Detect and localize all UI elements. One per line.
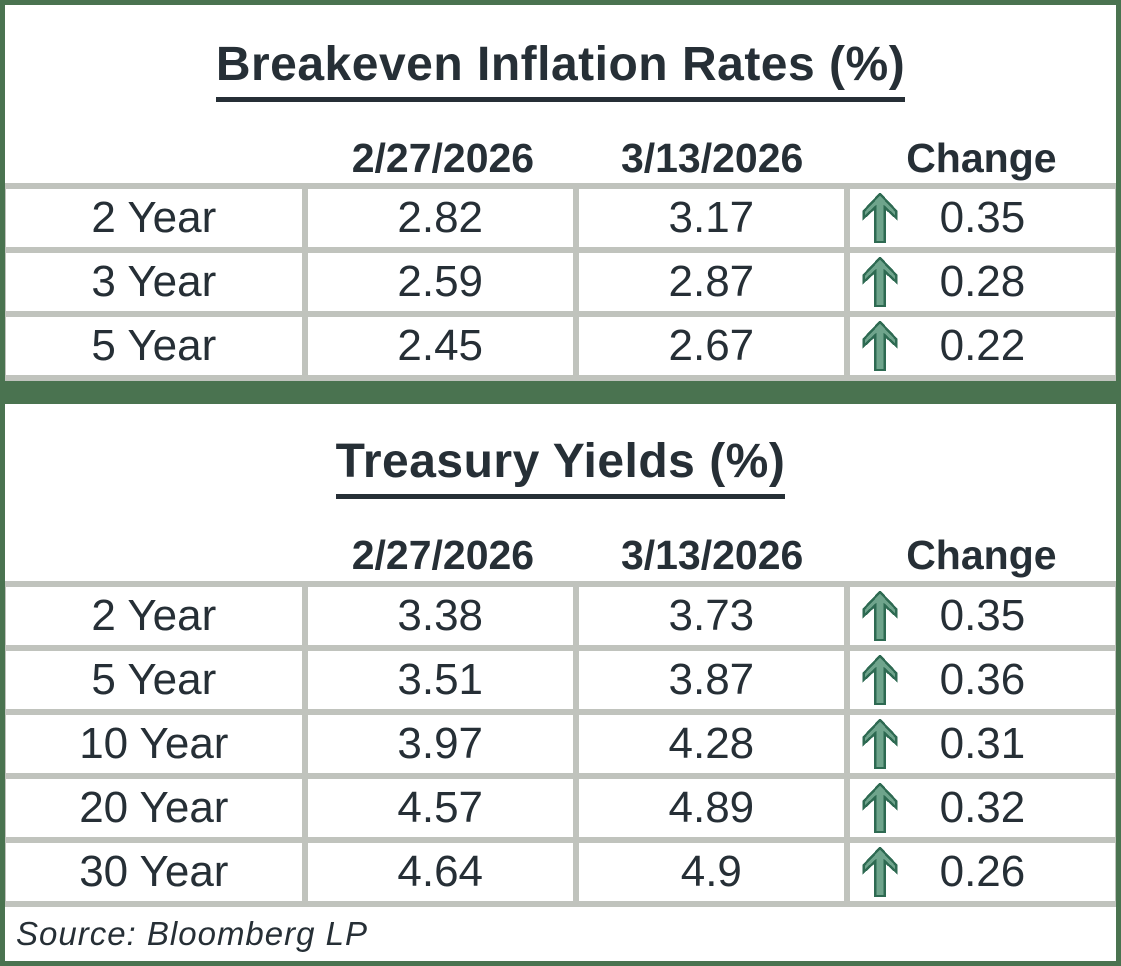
change-cell: 0.28	[849, 253, 1115, 312]
column-header-date-2: 3/13/2026	[620, 532, 804, 579]
column-header-change: Change	[906, 135, 1057, 182]
up-arrow-icon	[862, 718, 898, 769]
breakeven-data-grid: 2 Year 2.82 3.17 0.35 3 Year 2.59 2.87 0…	[5, 183, 1116, 382]
report-body: Breakeven Inflation Rates (%) 2/27/2026 …	[5, 5, 1116, 961]
table-row: 3 Year 2.59 2.87 0.28	[6, 253, 1115, 312]
change-value: 0.22	[939, 321, 1026, 371]
row-label: 30 Year	[6, 842, 302, 901]
change-value: 0.36	[939, 654, 1026, 704]
up-arrow-icon	[862, 782, 898, 833]
change-cell: 0.36	[849, 650, 1115, 709]
curr-value: 4.9	[578, 842, 844, 901]
prev-value: 2.59	[307, 253, 573, 312]
treasury-table-section: Treasury Yields (%) 2/27/2026 3/13/2026 …	[5, 404, 1116, 907]
column-header-change: Change	[906, 532, 1057, 579]
breakeven-column-headers: 2/27/2026 3/13/2026 Change	[5, 136, 1116, 183]
change-value: 0.32	[939, 782, 1026, 832]
treasury-data-grid: 2 Year 3.38 3.73 0.35 5 Year 3.51 3.87 0…	[5, 580, 1116, 907]
source-note: Source: Bloomberg LP	[16, 914, 369, 952]
change-value: 0.31	[939, 718, 1026, 768]
row-label: 2 Year	[6, 189, 302, 248]
table-row: 30 Year 4.64 4.9 0.26	[6, 842, 1115, 901]
change-cell: 0.35	[849, 189, 1115, 248]
prev-value: 3.51	[307, 650, 573, 709]
change-cell: 0.35	[849, 586, 1115, 645]
column-header-date-1: 2/27/2026	[351, 135, 535, 182]
curr-value: 2.67	[578, 317, 844, 376]
curr-value: 4.28	[578, 714, 844, 773]
change-cell: 0.22	[849, 317, 1115, 376]
section-separator-band	[5, 381, 1116, 405]
row-label: 2 Year	[6, 586, 302, 645]
row-label: 20 Year	[6, 778, 302, 837]
prev-value: 3.97	[307, 714, 573, 773]
source-row: Source: Bloomberg LP	[5, 906, 1116, 961]
treasury-table-title: Treasury Yields (%)	[335, 434, 786, 500]
column-header-date-2: 3/13/2026	[620, 135, 804, 182]
row-label: 10 Year	[6, 714, 302, 773]
prev-value: 2.82	[307, 189, 573, 248]
curr-value: 3.17	[578, 189, 844, 248]
curr-value: 2.87	[578, 253, 844, 312]
table-row: 20 Year 4.57 4.89 0.32	[6, 778, 1115, 837]
table-row: 2 Year 3.38 3.73 0.35	[6, 586, 1115, 645]
up-arrow-icon	[862, 654, 898, 705]
change-value: 0.35	[939, 590, 1026, 640]
change-cell: 0.31	[849, 714, 1115, 773]
prev-value: 3.38	[307, 586, 573, 645]
curr-value: 3.87	[578, 650, 844, 709]
change-cell: 0.26	[849, 842, 1115, 901]
prev-value: 2.45	[307, 317, 573, 376]
treasury-column-headers: 2/27/2026 3/13/2026 Change	[5, 533, 1116, 580]
row-label: 5 Year	[6, 317, 302, 376]
table-row: 10 Year 3.97 4.28 0.31	[6, 714, 1115, 773]
up-arrow-icon	[862, 590, 898, 641]
up-arrow-icon	[862, 846, 898, 897]
breakeven-table-title: Breakeven Inflation Rates (%)	[215, 37, 906, 103]
up-arrow-icon	[862, 257, 898, 308]
table-row: 5 Year 2.45 2.67 0.22	[6, 317, 1115, 376]
change-value: 0.35	[939, 193, 1026, 243]
column-header-date-1: 2/27/2026	[351, 532, 535, 579]
up-arrow-icon	[862, 321, 898, 372]
prev-value: 4.57	[307, 778, 573, 837]
row-label: 5 Year	[6, 650, 302, 709]
curr-value: 3.73	[578, 586, 844, 645]
curr-value: 4.89	[578, 778, 844, 837]
up-arrow-icon	[862, 193, 898, 244]
change-value: 0.28	[939, 257, 1026, 307]
table-row: 2 Year 2.82 3.17 0.35	[6, 189, 1115, 248]
change-cell: 0.32	[849, 778, 1115, 837]
change-value: 0.26	[939, 846, 1026, 896]
prev-value: 4.64	[307, 842, 573, 901]
table-row: 5 Year 3.51 3.87 0.36	[6, 650, 1115, 709]
row-label: 3 Year	[6, 253, 302, 312]
breakeven-table-section: Breakeven Inflation Rates (%) 2/27/2026 …	[5, 5, 1116, 382]
